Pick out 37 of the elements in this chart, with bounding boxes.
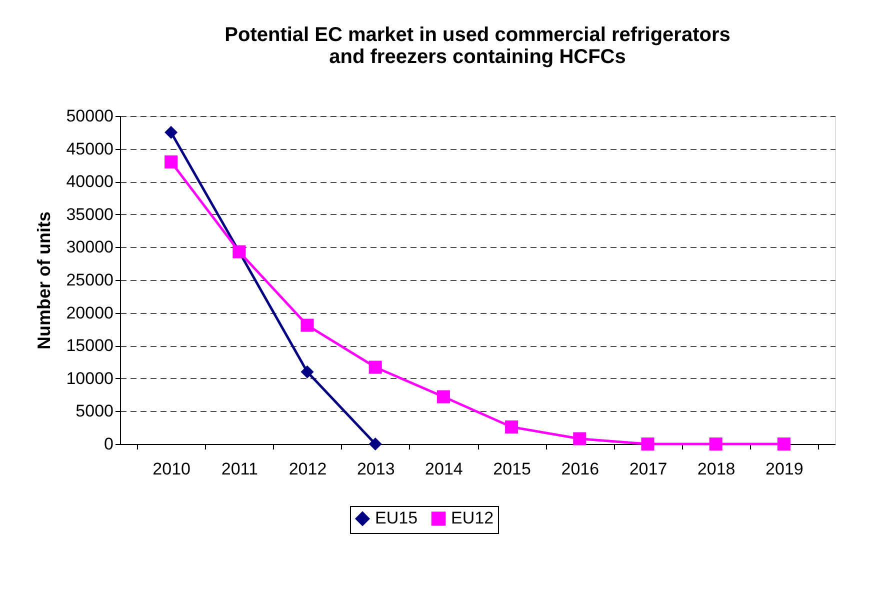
y-axis-title: Number of units: [34, 212, 54, 350]
x-tick-label: 2012: [288, 460, 327, 478]
legend-label: EU15: [375, 508, 418, 528]
y-tick-label: 20000: [66, 303, 114, 322]
y-tick-label: 0: [104, 434, 114, 454]
y-tick-label: 25000: [66, 270, 114, 290]
y-tick-label: 50000: [66, 106, 114, 126]
x-tick-label: 2019: [766, 460, 804, 478]
point: [368, 437, 382, 451]
point: [709, 437, 722, 451]
y-tick-label: 40000: [66, 172, 114, 192]
point: [641, 437, 654, 451]
chart-title: Potential EC market in used commercial refrigerators and freezers containing HCFCs: [224, 24, 730, 68]
x-tick-label: 2014: [425, 460, 463, 478]
y-tick-label: 35000: [66, 204, 114, 224]
point: [300, 318, 314, 332]
x-tick-label: 2018: [697, 460, 736, 478]
point: [164, 155, 178, 168]
x-tick-label: 2011: [221, 460, 258, 478]
x-tick-label: 2010: [152, 460, 190, 478]
x-tick-label: 2013: [356, 460, 395, 478]
y-tick-label: 15000: [66, 336, 114, 356]
point: [573, 432, 586, 446]
y-tick-label: 45000: [66, 139, 114, 158]
point: [436, 390, 450, 404]
x-tick-label: 2017: [629, 460, 668, 478]
y-tick-label: 10000: [66, 368, 114, 388]
point: [164, 126, 178, 139]
point: [777, 437, 790, 451]
point: [505, 420, 518, 434]
x-tick-label: 2015: [493, 460, 531, 478]
legend-label: EU12: [451, 508, 494, 528]
point: [300, 365, 314, 378]
x-tick-label: 2016: [561, 460, 600, 478]
y-tick-label: 5000: [76, 402, 114, 421]
y-tick-label: 30000: [66, 238, 114, 257]
point: [368, 360, 382, 374]
